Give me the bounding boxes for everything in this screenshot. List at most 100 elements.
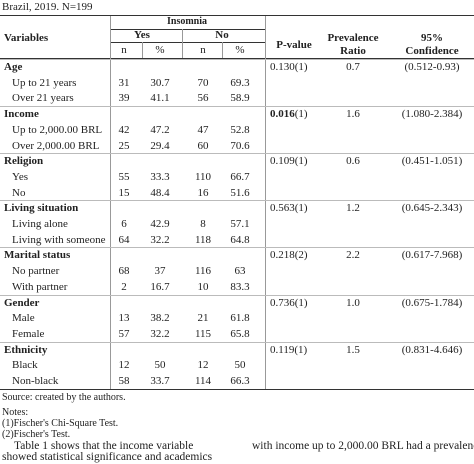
row-label: No [12,186,26,199]
p-value: 0.130(1) [270,60,308,74]
cell: 30.7 [150,76,170,89]
caption: Brazil, 2019. N=199 [2,1,93,13]
prevalence-ratio: 1.2 [346,202,360,215]
cell: 42 [118,123,130,136]
confidence-interval: (0.451-1.051) [401,155,463,168]
source: Source: created by the authors. [2,392,126,403]
group-name: Gender [4,296,40,309]
cell: 61.8 [230,312,250,325]
header-no: No [215,29,229,41]
cell: 70 [197,76,209,89]
note: (2)Fischer's Test. [2,429,71,440]
cell: 66.3 [230,375,250,387]
cell: 37 [154,265,166,278]
p-value: 0.218(2) [270,248,308,262]
cell: 29.4 [150,139,170,152]
cell: 13 [118,312,130,325]
cell: 58 [118,375,130,387]
rule [0,341,474,343]
prevalence-ratio: 0.7 [346,61,360,73]
cell: 15 [118,186,130,199]
row-label: With partner [12,280,68,293]
p-value-note: (1) [294,61,308,73]
row-label: Living with someone [12,233,106,246]
cell: 12 [118,359,130,372]
row-label: Yes [12,170,29,183]
rule [0,153,474,155]
group-name: Age [4,61,23,73]
header-p-value: P-value [276,39,312,51]
row-label: Over 2,000.00 BRL [12,139,100,152]
cell: 64 [118,233,130,246]
cell: 64.8 [230,233,250,246]
p-value-number: 0.119 [270,343,295,356]
header-yes: Yes [134,29,150,41]
row-label: Up to 2,000.00 BRL [12,123,103,136]
row-label: Female [12,327,45,340]
cell: 47 [197,123,209,136]
cell: 48.4 [150,186,170,199]
rule [0,200,474,202]
prevalence-ratio: 1.0 [346,296,360,309]
column-rule [182,29,183,58]
cell: 50 [234,359,246,372]
body-text: Table 1 shows that the income variable [14,440,194,452]
cell: 31 [118,76,130,89]
cell: 66.7 [230,170,250,183]
confidence-interval: (1.080-2.384) [401,108,463,121]
column-rule [142,42,143,58]
cell: 2 [121,280,127,293]
row-label: No partner [12,265,60,278]
p-value: 0.563(1) [270,201,308,215]
confidence-interval: (0.512-0.93) [404,61,460,73]
cell: 32.2 [150,233,170,246]
prevalence-ratio: 2.2 [346,249,360,262]
p-value-note: (1) [294,202,308,215]
cell: 25 [118,139,130,152]
cell: 21 [197,312,209,325]
row-label: Black [12,359,38,372]
column-rule [265,16,266,389]
row-label: Over 21 years [12,92,74,105]
cell: 33.7 [150,375,170,387]
cell: 60 [197,139,209,152]
confidence-interval: (0.617-7.968) [401,249,463,262]
cell: 56 [197,92,209,105]
p-value-number: 0.563 [270,202,295,215]
row-label: Non-black [12,375,59,387]
cell: 63 [234,265,246,278]
body-text: with income up to 2,000.00 BRL had a pre… [252,440,474,452]
p-value-number: 0.736 [270,296,295,309]
header-insomnia: Insomnia [166,16,208,27]
cell: 58.9 [230,92,250,105]
body-text: showed statistical significance and acad… [2,451,213,463]
cell: 118 [194,233,212,246]
header-confidence: 95% [421,32,443,44]
cell: 10 [197,280,209,293]
p-value: 0.736(1) [270,296,308,310]
group-name: Marital status [4,249,71,262]
rule [0,15,474,16]
cell: 32.2 [150,327,170,340]
column-rule [110,16,111,389]
cell: 69.3 [230,76,250,89]
prevalence-ratio: 1.6 [346,108,360,121]
cell: 8 [200,218,206,230]
group-name: Income [4,108,39,121]
cell: 39 [118,92,130,105]
cell: 110 [194,170,212,183]
cell: 16.7 [150,280,170,293]
header-variables: Variables [4,32,49,44]
header-pct_yes: % [155,44,165,56]
rule [0,106,474,108]
cell: 6 [121,218,127,230]
rule [110,29,265,30]
header-pct_no: % [235,44,245,56]
prevalence-ratio: 1.5 [346,343,360,356]
cell: 16 [197,186,209,199]
row-label: Up to 21 years [12,76,77,89]
cell: 42.9 [150,218,170,230]
cell: 12 [197,359,209,372]
p-value: 0.119(1) [270,343,307,357]
